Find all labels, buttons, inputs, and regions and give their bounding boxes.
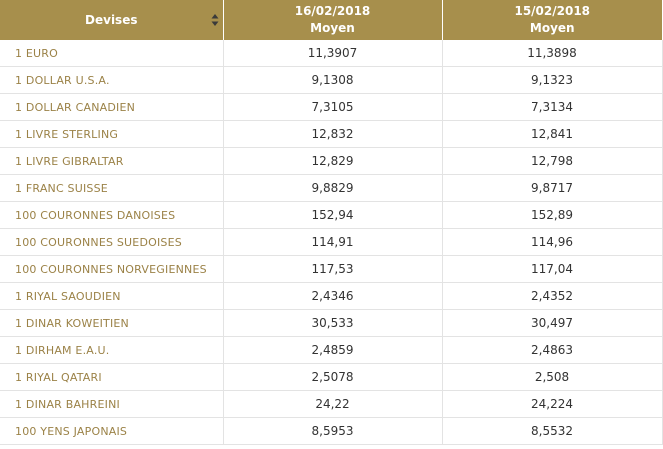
- currency-name-cell: 1 DINAR KOWEITIEN: [0, 309, 224, 337]
- table-row: 1 DINAR BAHREINI 24,22 24,224: [0, 390, 663, 418]
- currency-name-cell: 1 RIYAL QATARI: [0, 363, 224, 391]
- currency-name-cell: 100 COURONNES NORVEGIENNES: [0, 255, 224, 283]
- rate-cell-date-2: 2,508: [442, 363, 663, 391]
- rate-cell-date-1: 2,4346: [223, 282, 443, 310]
- rate-cell-date-1: 117,53: [223, 255, 443, 283]
- table-row: 100 COURONNES DANOISES 152,94 152,89: [0, 201, 663, 229]
- rate-cell-date-2: 8,5532: [442, 417, 663, 445]
- rate-cell-date-1: 8,5953: [223, 417, 443, 445]
- rate-cell-date-1: 12,829: [223, 147, 443, 175]
- rate-cell-date-2: 9,1323: [442, 66, 663, 94]
- rate-cell-date-2: 152,89: [442, 201, 663, 229]
- rate-cell-date-2: 12,841: [442, 120, 663, 148]
- currency-name-cell: 1 DIRHAM E.A.U.: [0, 336, 224, 364]
- date-column-header-2[interactable]: 15/02/2018 Moyen: [442, 0, 662, 40]
- date-column-1-date: 16/02/2018: [294, 4, 371, 18]
- table-row: 1 RIYAL QATARI 2,5078 2,508: [0, 363, 663, 391]
- table-row: 100 COURONNES NORVEGIENNES 117,53 117,04: [0, 255, 663, 283]
- table-body: 1 EURO 11,3907 11,3898 1 DOLLAR U.S.A. 9,130…: [0, 40, 663, 445]
- currency-name-cell: 1 DINAR BAHREINI: [0, 390, 224, 418]
- currency-name-cell: 1 EURO: [0, 40, 224, 67]
- rate-cell-date-2: 12,798: [442, 147, 663, 175]
- table-row: 1 DOLLAR U.S.A. 9,1308 9,1323: [0, 66, 663, 94]
- rate-cell-date-2: 24,224: [442, 390, 663, 418]
- currency-name-cell: 100 COURONNES SUEDOISES: [0, 228, 224, 256]
- currency-name-cell: 1 LIVRE GIBRALTAR: [0, 147, 224, 175]
- currency-name-cell: 1 FRANC SUISSE: [0, 174, 224, 202]
- rate-cell-date-1: 152,94: [223, 201, 443, 229]
- currency-name-cell: 1 LIVRE STERLING: [0, 120, 224, 148]
- rate-cell-date-1: 2,5078: [223, 363, 443, 391]
- rate-cell-date-2: 2,4863: [442, 336, 663, 364]
- rate-cell-date-1: 7,3105: [223, 93, 443, 121]
- header-row: Devises 16/02/2018 Moyen 15/02/2018 Moye…: [0, 0, 662, 40]
- date-column-2-date: 15/02/2018: [514, 4, 591, 18]
- table-row: 1 LIVRE GIBRALTAR 12,829 12,798: [0, 147, 663, 175]
- rate-cell-date-2: 30,497: [442, 309, 663, 337]
- rate-cell-date-1: 9,1308: [223, 66, 443, 94]
- table-row: 100 COURONNES SUEDOISES 114,91 114,96: [0, 228, 663, 256]
- table-row: 1 FRANC SUISSE 9,8829 9,8717: [0, 174, 663, 202]
- table-row: 100 YENS JAPONAIS 8,5953 8,5532: [0, 417, 663, 445]
- date-column-header-1[interactable]: 16/02/2018 Moyen: [223, 0, 443, 40]
- table-header: Devises 16/02/2018 Moyen 15/02/2018 Moye…: [0, 0, 662, 40]
- rate-cell-date-2: 7,3134: [442, 93, 663, 121]
- rate-cell-date-1: 114,91: [223, 228, 443, 256]
- currency-name-cell: 100 COURONNES DANOISES: [0, 201, 224, 229]
- rate-cell-date-2: 117,04: [442, 255, 663, 283]
- rate-cell-date-2: 11,3898: [442, 40, 663, 67]
- table-row: 1 RIYAL SAOUDIEN 2,4346 2,4352: [0, 282, 663, 310]
- table-row: 1 DINAR KOWEITIEN 30,533 30,497: [0, 309, 663, 337]
- currency-name-cell: 1 DOLLAR CANADIEN: [0, 93, 224, 121]
- date-column-1-subtitle: Moyen: [310, 21, 355, 35]
- table-row: 1 DIRHAM E.A.U. 2,4859 2,4863: [0, 336, 663, 364]
- rate-cell-date-1: 2,4859: [223, 336, 443, 364]
- date-column-2-subtitle: Moyen: [529, 21, 575, 35]
- rate-cell-date-2: 9,8717: [442, 174, 663, 202]
- rate-cell-date-2: 114,96: [442, 228, 663, 256]
- rate-cell-date-2: 2,4352: [442, 282, 663, 310]
- currency-column-label: Devises: [85, 12, 138, 27]
- currency-name-cell: 1 DOLLAR U.S.A.: [0, 66, 224, 94]
- rate-cell-date-1: 9,8829: [223, 174, 443, 202]
- table-row: 1 EURO 11,3907 11,3898: [0, 40, 663, 67]
- currency-name-cell: 1 RIYAL SAOUDIEN: [0, 282, 224, 310]
- rate-cell-date-1: 30,533: [223, 309, 443, 337]
- rate-cell-date-1: 11,3907: [223, 40, 443, 67]
- table-row: 1 LIVRE STERLING 12,832 12,841: [0, 120, 663, 148]
- currency-name-cell: 100 YENS JAPONAIS: [0, 417, 224, 445]
- rate-cell-date-1: 24,22: [223, 390, 443, 418]
- sort-icon[interactable]: [211, 13, 219, 27]
- currency-column-header[interactable]: Devises: [0, 0, 224, 40]
- rate-cell-date-1: 12,832: [223, 120, 443, 148]
- table-row: 1 DOLLAR CANADIEN 7,3105 7,3134: [0, 93, 663, 121]
